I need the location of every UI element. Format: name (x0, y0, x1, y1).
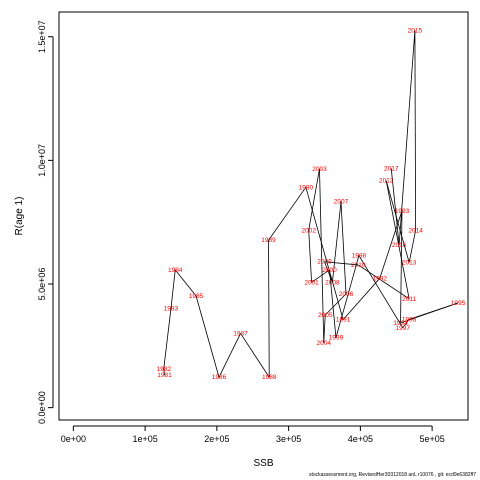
series-segment (342, 278, 381, 320)
point-label-2002: 2002 (301, 227, 316, 234)
series-segment (308, 168, 320, 231)
point-label-1996: 1996 (402, 316, 417, 323)
point-label-2008: 2008 (325, 279, 340, 286)
series-segment (240, 333, 270, 378)
series-segment (305, 187, 344, 320)
series-segment (324, 293, 347, 316)
series-segment (409, 302, 459, 320)
series-segment (308, 230, 312, 283)
y-axis: 0.0e+00 5.0e+06 1.0e+07 1.5e+07 (37, 20, 54, 424)
series-segment (324, 261, 359, 266)
footer-note: stockassessment.org, RevisedHer30312018 … (308, 472, 476, 478)
series-segment (174, 269, 197, 297)
point-label-1986: 1986 (212, 374, 227, 381)
point-label-2001: 2001 (304, 279, 319, 286)
point-label-2012: 2012 (379, 178, 394, 185)
series-segment (324, 261, 333, 283)
point-label-1982: 1982 (157, 366, 172, 373)
series-segment (323, 315, 326, 343)
y-tick-label: 5.0e+06 (37, 268, 47, 301)
point-label-2007: 2007 (334, 199, 349, 206)
point-label-1993: 1993 (395, 208, 410, 215)
series-line (163, 30, 459, 378)
point-label-1997: 1997 (395, 325, 410, 332)
x-axis: 0e+00 1e+05 2e+05 3e+05 4e+05 5e+05 (61, 425, 445, 444)
point-label-1991: 1991 (336, 317, 351, 324)
series-segment (218, 333, 241, 378)
x-tick-label: 2e+05 (204, 434, 229, 444)
series-segment (268, 187, 307, 241)
point-label-1981: 1981 (157, 372, 172, 379)
x-tick-label: 4e+05 (348, 434, 373, 444)
point-label-1998: 1998 (352, 253, 367, 260)
series-segment (379, 210, 403, 279)
x-tick-label: 3e+05 (276, 434, 301, 444)
point-label-2003: 2003 (312, 166, 327, 173)
series-segment (335, 255, 360, 338)
series-segment (163, 308, 172, 369)
series-segment (331, 201, 342, 283)
point-label-1983: 1983 (164, 306, 179, 313)
series-segment (163, 368, 165, 376)
point-label-1995: 1995 (451, 300, 466, 307)
series-segment (400, 210, 403, 323)
point-label-1992: 1992 (373, 275, 388, 282)
series-segment (170, 269, 176, 309)
series-segment (329, 269, 337, 338)
x-axis-title: SSB (253, 458, 273, 469)
y-tick-label: 1.0e+07 (37, 144, 47, 177)
point-label-2010: 2010 (351, 262, 366, 269)
y-tick-label: 0.0e+00 (37, 391, 47, 424)
series-segment (268, 240, 270, 378)
point-label-2017: 2017 (384, 165, 399, 172)
series-segment (357, 264, 410, 300)
series-segment (319, 168, 325, 343)
point-label-2013: 2013 (402, 259, 417, 266)
series-segment (311, 269, 330, 283)
point-label-2016: 2016 (392, 242, 407, 249)
series-segment (195, 295, 220, 378)
series-segment (402, 319, 410, 329)
series-segment (408, 230, 417, 263)
point-label-1989: 1989 (261, 237, 276, 244)
x-tick-label: 1e+05 (132, 434, 157, 444)
x-tick-label: 0e+00 (61, 434, 86, 444)
point-label-1994: 1994 (393, 320, 408, 327)
point-label-2005: 2005 (318, 312, 333, 319)
point-label-2011: 2011 (402, 296, 416, 303)
point-label-2000: 2000 (322, 267, 337, 274)
point-label-2014: 2014 (408, 227, 423, 234)
point-label-1999: 1999 (329, 335, 344, 342)
x-tick-label: 5e+05 (419, 434, 444, 444)
y-axis-title: R(age 1) (14, 197, 25, 236)
point-label-2006: 2006 (339, 291, 354, 298)
point-label-1990: 1990 (299, 184, 314, 191)
y-tick-label: 1.5e+07 (37, 20, 47, 53)
point-label-1985: 1985 (189, 293, 204, 300)
point-label-2015: 2015 (408, 28, 423, 35)
point-label-1988: 1988 (262, 374, 277, 381)
series-segment (390, 168, 400, 245)
series-segment (385, 180, 410, 299)
plot-frame (58, 11, 469, 421)
series-segment (385, 180, 410, 263)
series-segment (398, 30, 416, 245)
point-label-2004: 2004 (317, 340, 332, 347)
series-segment (414, 30, 417, 231)
point-label-1987: 1987 (233, 330, 248, 337)
series-segment (358, 255, 404, 328)
point-label-1984: 1984 (168, 267, 183, 274)
series-segment (340, 201, 347, 294)
point-label-2009: 2009 (317, 259, 332, 266)
